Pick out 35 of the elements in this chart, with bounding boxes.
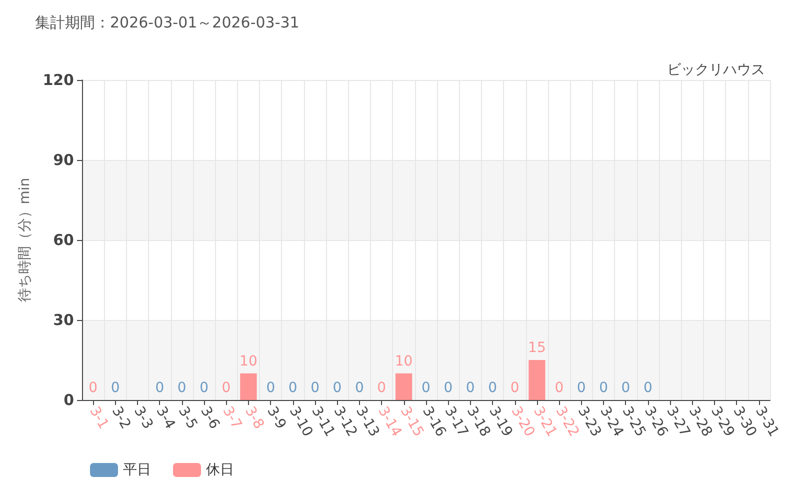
chart-subtitle: ビックリハウス [667,62,765,78]
data-label: 0 [510,380,520,396]
data-label: 0 [222,380,231,396]
data-label: 0 [88,380,98,396]
data-label: 0 [466,380,475,396]
data-label: 0 [177,380,186,396]
y-axis-title: 待ち時間（分）min [16,178,33,302]
data-label: 0 [266,380,276,396]
data-label: 0 [332,380,342,396]
data-label: 0 [310,380,320,396]
data-label: 0 [200,380,209,396]
data-label: 0 [155,380,164,396]
data-label: 10 [394,353,413,370]
chart-title: 集計期間：2026-03-01～2026-03-31 [35,14,300,32]
y-tick-label: 60 [53,231,74,249]
data-label: 0 [554,380,564,396]
data-label: 0 [354,380,364,396]
data-label: 0 [576,380,586,396]
legend-label: 平日 [123,462,151,478]
data-label: 10 [240,353,258,370]
data-label: 15 [528,340,546,356]
data-label: 0 [621,380,630,396]
y-tick-label: 0 [64,391,74,409]
data-label: 0 [488,380,498,396]
data-label: 0 [377,380,386,396]
data-label: 0 [444,380,453,396]
data-label: 0 [288,380,298,396]
y-tick-label: 120 [42,71,74,89]
y-tick-label: 30 [53,311,74,329]
data-label: 0 [643,380,652,396]
data-label: 0 [110,380,120,396]
y-tick-label: 90 [53,151,74,169]
data-label: 0 [422,380,430,396]
legend-label: 休日 [206,462,234,478]
data-label: 0 [599,380,608,396]
